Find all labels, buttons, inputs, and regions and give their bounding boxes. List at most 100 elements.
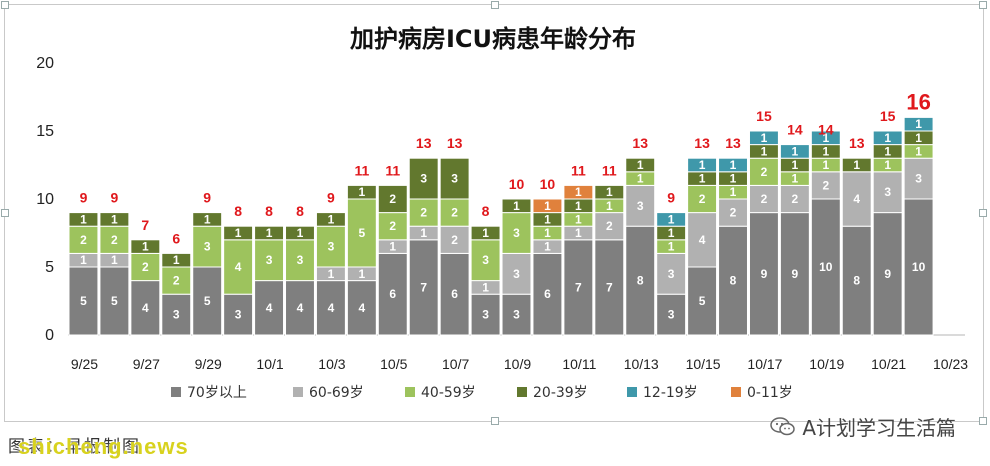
bar-total-label: 11: [354, 162, 369, 178]
bar-segment-label: 3: [420, 172, 427, 186]
bar-segment-label: 1: [606, 185, 613, 199]
bar-segment-label: 3: [513, 267, 520, 281]
x-tick-label: 10/17: [747, 356, 782, 372]
bar-segment-label: 1: [575, 185, 582, 199]
bar-segment: [718, 198, 748, 227]
bar-segment: [687, 266, 718, 336]
bar-segment: [439, 225, 470, 254]
bar-segment: [501, 212, 532, 254]
bar-segment: [470, 239, 501, 282]
bar-segment-label: 1: [111, 253, 118, 267]
bar-segment-label: 1: [699, 158, 706, 172]
y-tick-label: 20: [36, 55, 54, 72]
bar-segment-label: 2: [761, 192, 768, 206]
bar-total-label: 14: [818, 122, 834, 138]
watermark: shicheng.news: [18, 434, 189, 459]
bar-segment: [408, 157, 439, 200]
bar-segment-label: 1: [266, 226, 273, 240]
resize-handle-tr[interactable]: [979, 1, 987, 9]
bar-segment-label: 2: [173, 274, 180, 288]
x-tick-label: 10/9: [504, 356, 531, 372]
bar-total-label: 7: [141, 217, 149, 233]
bar-segment-label: 1: [544, 226, 551, 240]
bar-segment: [68, 212, 99, 227]
bar-total-label: 16: [906, 89, 930, 114]
bar-segment: [315, 212, 346, 227]
bar-segment-label: 1: [420, 226, 427, 240]
bar-segment-label: 1: [792, 158, 799, 172]
bar-segment-label: 10: [819, 260, 833, 274]
bar-segment-label: 4: [328, 301, 335, 315]
bar-segment: [779, 144, 810, 159]
chart-title: 加护病房ICU病患年龄分布: [350, 25, 636, 53]
bar-total-label: 13: [447, 135, 463, 151]
bar-segment-label: 1: [884, 144, 891, 158]
bar-segment-label: 2: [761, 165, 768, 179]
bar-segment: [872, 130, 903, 146]
x-tick-label: 10/23: [933, 356, 968, 372]
bar-segment: [841, 225, 872, 336]
bar-total-label: 13: [632, 135, 648, 151]
bar-segment-label: 4: [235, 260, 242, 274]
bar-segment: [285, 225, 315, 241]
bar-segment-label: 10: [912, 260, 926, 274]
bar-segment: [903, 198, 934, 336]
x-tick-label: 9/27: [133, 356, 160, 372]
bar-total-label: 6: [172, 230, 180, 246]
resize-handle-bottom[interactable]: [491, 417, 499, 425]
bar-segment: [130, 252, 161, 282]
bar-segment: [718, 157, 748, 173]
bar-total-label: 8: [265, 203, 273, 219]
bar-segment-label: 1: [80, 212, 87, 226]
bar-segment-label: 4: [142, 301, 149, 315]
bar-segment: [346, 184, 377, 200]
resize-handle-right[interactable]: [979, 209, 987, 217]
bar-segment-label: 5: [699, 294, 706, 308]
bar-segment-label: 1: [111, 212, 118, 226]
bar-segment-label: 4: [699, 233, 706, 247]
bar-segment: [130, 239, 161, 254]
resize-handle-tl[interactable]: [1, 1, 9, 9]
resize-handle-top[interactable]: [491, 1, 499, 9]
account-badge[interactable]: A计划学习生活篇: [770, 412, 956, 441]
bar-segment-label: 2: [606, 219, 613, 233]
legend-label: 0-11岁: [747, 385, 793, 401]
bar-segment: [439, 252, 470, 336]
bar-segment-label: 7: [575, 280, 582, 294]
bar-segment: [68, 266, 99, 336]
bar-segment: [439, 157, 470, 200]
bar-segment-label: 2: [80, 233, 87, 247]
bar-segment: [285, 239, 315, 282]
bar-segment-label: 1: [915, 117, 922, 131]
bar-segment-label: 1: [575, 212, 582, 226]
bar-segment: [810, 198, 841, 336]
bar-segment-label: 2: [142, 260, 149, 274]
legend-swatch: [171, 387, 181, 397]
resize-handle-left[interactable]: [1, 209, 9, 217]
bar-segment: [841, 157, 872, 173]
bar-segment: [748, 130, 779, 146]
bar-segment-label: 1: [544, 199, 551, 213]
bar-total-label: 8: [234, 203, 242, 219]
bar-segment-label: 1: [328, 212, 335, 226]
bar-segment-label: 1: [668, 226, 675, 240]
bar-segment-label: 3: [173, 308, 180, 322]
bar-total-label: 11: [571, 162, 586, 178]
account-name: A计划学习生活篇: [802, 416, 956, 440]
bar-segment-label: 3: [266, 253, 273, 267]
bar-total-label: 10: [540, 176, 556, 192]
resize-handle-br[interactable]: [979, 417, 987, 425]
bar-segment: [254, 280, 285, 336]
bar-segment-label: 1: [80, 253, 87, 267]
bar-segment-label: 2: [451, 206, 458, 220]
bar-total-label: 8: [296, 203, 304, 219]
bar-segment-label: 2: [699, 192, 706, 206]
bar-segment-label: 1: [822, 131, 829, 145]
bar-total-label: 11: [602, 162, 617, 178]
bar-segment-label: 7: [606, 280, 613, 294]
bar-total-label: 10: [509, 176, 525, 192]
bar-total-label: 13: [694, 135, 710, 151]
bar-segment: [748, 212, 779, 336]
bar-total-label: 14: [787, 122, 803, 138]
x-tick-label: 10/11: [562, 356, 596, 372]
